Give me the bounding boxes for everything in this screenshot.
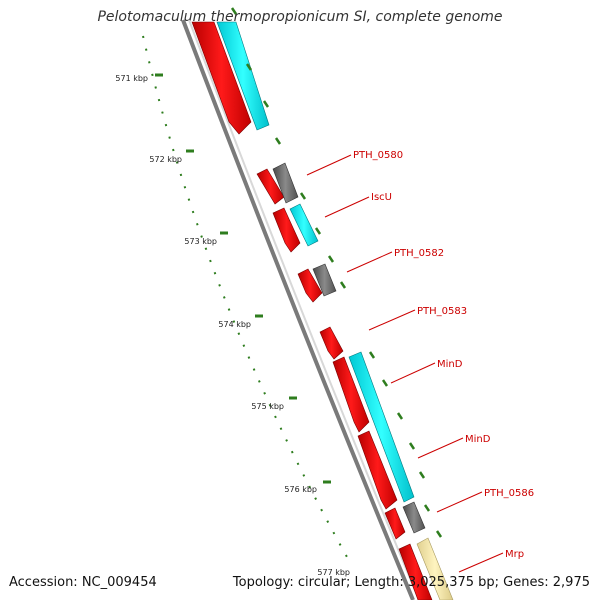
map-title: Pelotomaculum thermopropionicum SI, comp… [97,9,503,25]
gene-label: PTH_0582 [394,248,444,259]
leader-line [436,491,483,513]
scale-label: 575 kbp [251,402,284,411]
gray-features [272,162,426,534]
outer-green-marks [230,7,443,538]
leader-line [390,362,436,384]
scale-label: 574 kbp [218,320,251,329]
cds-arrow [398,543,433,600]
gene-label: PTH_0583 [417,306,467,317]
major-ticks [155,73,331,484]
cds-arrow [272,207,301,253]
gene-leader-lines [306,154,504,573]
scale-label: 576 kbp [284,485,317,494]
yellow-features [416,537,454,600]
leader-line [417,437,464,459]
scale-labels: 571 kbp 572 kbp 573 kbp 574 kbp 575 kbp … [115,74,350,577]
cyan-feature [216,21,270,131]
leader-line [346,251,393,273]
accession-text: Accession: NC_009454 [9,575,157,590]
cyan-features [216,21,415,503]
gene-label: MinD [465,434,491,445]
gene-label: IscU [371,192,392,203]
cds-features [191,21,433,600]
gene-label: PTH_0586 [484,488,534,499]
leader-line [306,154,352,176]
cds-arrow [319,326,344,360]
leader-line [368,309,416,331]
cds-arrow [384,507,406,540]
leader-line [324,196,370,218]
gene-label: MinD [437,359,463,370]
topology-text: Topology: circular; Length: 3,025,375 bp… [232,575,590,590]
gray-feature [272,162,299,204]
scale-label: 573 kbp [184,237,217,246]
cds-arrow [297,268,323,303]
scale-label: 571 kbp [115,74,148,83]
cds-arrow [357,430,398,510]
cyan-feature [348,351,415,503]
scale-label: 572 kbp [149,155,182,164]
gene-label: Mrp [505,549,524,560]
gray-feature [402,501,426,534]
cds-arrow [191,21,252,135]
cyan-feature [289,203,319,247]
scale-label: 577 kbp [317,568,350,577]
genome-backbone [181,19,420,600]
gene-label: PTH_0580 [353,150,403,161]
gray-feature [312,263,337,297]
yellow-feature [416,537,454,600]
leader-line [458,552,504,573]
gene-labels: PTH_0580 IscU PTH_0582 PTH_0583 MinD Min… [353,150,534,560]
cds-arrow [332,356,370,433]
